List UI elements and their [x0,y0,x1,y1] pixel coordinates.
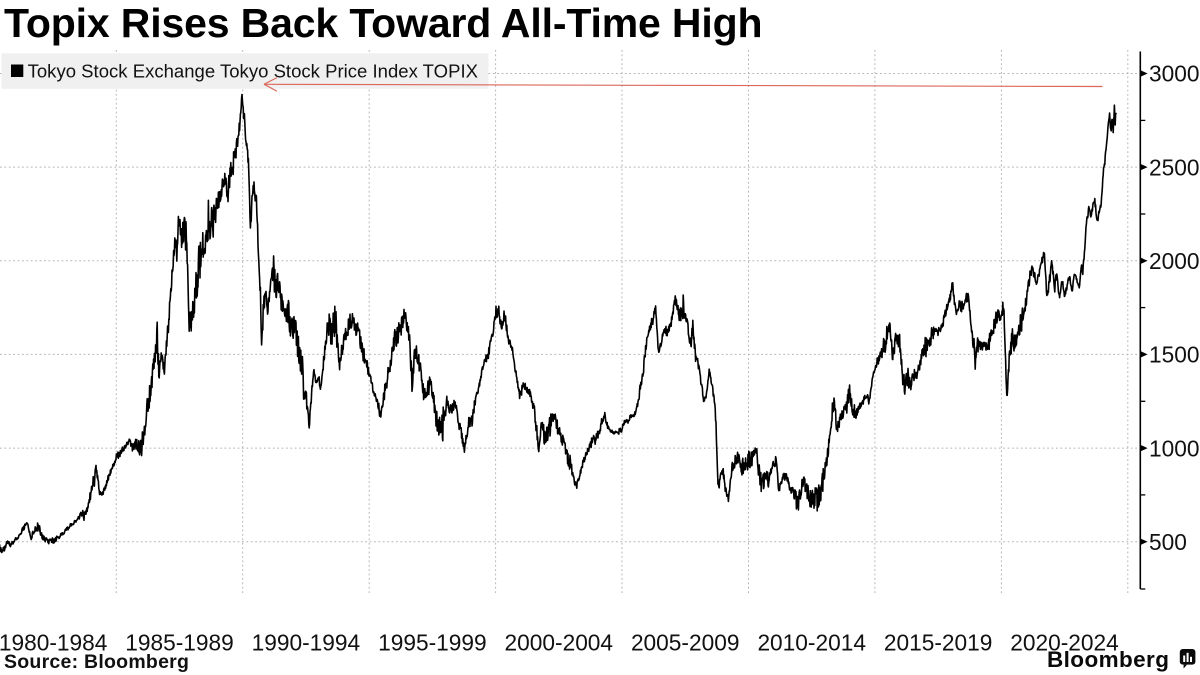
svg-text:500: 500 [1149,529,1187,555]
svg-text:1995-1999: 1995-1999 [378,630,487,656]
svg-text:2000: 2000 [1149,248,1199,274]
svg-text:1500: 1500 [1149,342,1199,368]
svg-text:2020-2024: 2020-2024 [1010,630,1119,656]
svg-text:3000: 3000 [1149,61,1199,87]
svg-text:1000: 1000 [1149,435,1199,461]
svg-text:2015-2019: 2015-2019 [884,630,993,656]
svg-text:2010-2014: 2010-2014 [757,630,866,656]
svg-text:1985-1989: 1985-1989 [125,630,234,656]
svg-text:1980-1984: 1980-1984 [0,630,107,656]
svg-text:Tokyo Stock Exchange Tokyo Sto: Tokyo Stock Exchange Tokyo Stock Price I… [28,61,478,82]
svg-text:1990-1994: 1990-1994 [252,630,361,656]
svg-text:2005-2009: 2005-2009 [631,630,740,656]
svg-text:2500: 2500 [1149,154,1199,180]
svg-text:2000-2004: 2000-2004 [505,630,614,656]
